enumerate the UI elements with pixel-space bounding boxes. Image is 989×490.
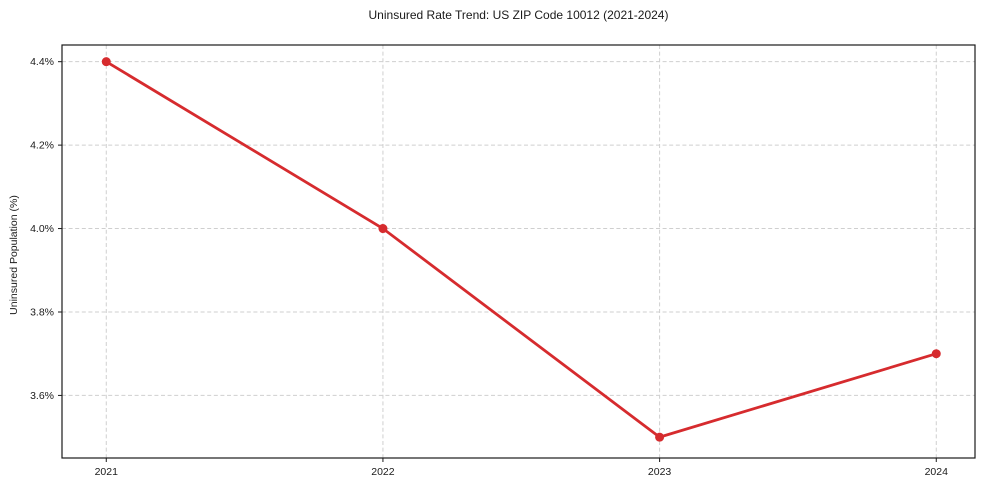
y-tick-label: 3.6% bbox=[30, 390, 54, 402]
data-point-marker bbox=[931, 349, 941, 359]
chart-title: Uninsured Rate Trend: US ZIP Code 10012 … bbox=[368, 8, 669, 22]
plot-border bbox=[61, 44, 976, 459]
y-tick-label: 4.4% bbox=[30, 56, 54, 68]
x-tick-label: 2021 bbox=[95, 466, 119, 478]
data-point-marker bbox=[655, 432, 665, 442]
y-tick-label: 4.0% bbox=[30, 223, 54, 235]
data-point-marker bbox=[378, 224, 388, 234]
data-point-marker bbox=[101, 57, 111, 67]
x-tick-label: 2024 bbox=[925, 466, 949, 478]
y-tick-label: 4.2% bbox=[30, 140, 54, 152]
x-tick-label: 2023 bbox=[648, 466, 672, 478]
x-tick-label: 2022 bbox=[371, 466, 395, 478]
data-line bbox=[104, 60, 938, 439]
y-tick-label: 3.8% bbox=[30, 306, 54, 318]
